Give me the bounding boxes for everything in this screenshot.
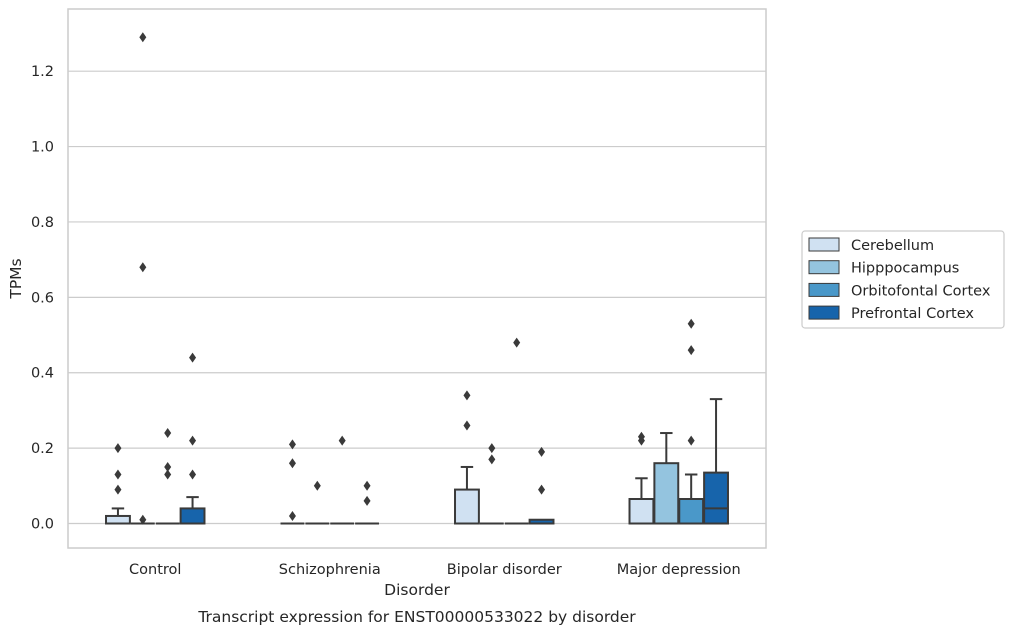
- outlier-point: [288, 458, 296, 469]
- legend-swatch: [808, 282, 840, 297]
- series-prefrontal-cortex: [179, 352, 729, 525]
- outlier-point: [363, 480, 371, 491]
- outlier-point: [139, 514, 147, 525]
- box: [479, 443, 504, 525]
- outlier-point: [687, 435, 695, 446]
- legend-label: Prefrontal Cortex: [851, 306, 974, 322]
- x-tick-label: Control: [129, 562, 181, 578]
- series-cerebellum: [105, 390, 655, 525]
- x-axis-ticks: Control Schizophrenia Bipolar disorder Majo…: [129, 562, 741, 578]
- outlier-point: [363, 495, 371, 506]
- outlier-point: [463, 420, 471, 431]
- outlier-point: [189, 469, 197, 480]
- y-axis-label: TPMs: [7, 258, 25, 299]
- legend-item: Orbitofontal Cortex: [808, 282, 991, 299]
- legend-label: Cerebellum: [851, 238, 934, 254]
- outlier-point: [139, 262, 147, 273]
- series-orbitofontal-cortex: [155, 318, 705, 525]
- plot-area: [68, 9, 766, 548]
- outlier-point: [164, 469, 172, 480]
- box: [330, 435, 355, 525]
- legend-item: Hipppocampus: [808, 260, 959, 277]
- outlier-point: [687, 318, 695, 329]
- box: [105, 443, 131, 525]
- x-axis-label: Disorder: [384, 581, 450, 599]
- outlier-point: [488, 454, 496, 465]
- box: [155, 428, 180, 525]
- box-body: [105, 514, 131, 525]
- outlier-point: [189, 435, 197, 446]
- y-tick-label: 1.2: [31, 64, 54, 80]
- legend-swatch: [808, 305, 840, 320]
- y-tick-label: 0.2: [31, 441, 54, 457]
- outlier-point: [189, 352, 197, 363]
- outlier-point: [164, 428, 172, 439]
- outlier-point: [288, 439, 296, 450]
- x-tick-label: Major depression: [617, 562, 741, 578]
- y-tick-label: 0.0: [31, 517, 54, 533]
- legend-item: Cerebellum: [808, 237, 934, 254]
- x-tick-label: Schizophrenia: [279, 562, 381, 578]
- legend-label: Hipppocampus: [851, 261, 959, 277]
- y-tick-label: 0.6: [31, 290, 54, 306]
- box: [305, 480, 330, 525]
- outlier-point: [538, 484, 546, 495]
- plot-frame: [67, 8, 767, 549]
- outlier-point: [313, 480, 321, 491]
- box: [454, 390, 480, 525]
- legend-label: Orbitofontal Cortex: [851, 283, 991, 299]
- chart-title: Transcript expression for ENST0000053302…: [197, 608, 636, 626]
- outlier-point: [139, 32, 147, 43]
- outlier-point: [114, 443, 122, 454]
- box: [179, 352, 206, 525]
- outlier-point: [687, 345, 695, 356]
- box-body: [678, 498, 705, 525]
- outlier-point: [338, 435, 346, 446]
- outlier-point: [637, 435, 645, 446]
- outlier-point: [463, 390, 471, 401]
- legend-item: Prefrontal Cortex: [808, 305, 974, 322]
- box-body: [454, 488, 480, 525]
- box: [678, 318, 705, 525]
- box-body: [179, 507, 206, 525]
- outlier-point: [488, 443, 496, 454]
- outlier-point: [114, 469, 122, 480]
- box: [504, 337, 529, 525]
- outlier-point: [288, 510, 296, 521]
- box-body: [628, 498, 655, 525]
- y-tick-label: 0.4: [31, 366, 54, 382]
- legend-swatch: [808, 237, 840, 252]
- legend-frame: [801, 230, 1005, 329]
- box: [280, 439, 305, 525]
- box: [355, 480, 379, 525]
- outlier-point: [513, 337, 521, 348]
- box-series: [105, 32, 729, 525]
- outlier-point: [164, 461, 172, 472]
- box: [703, 398, 729, 525]
- legend-swatch: [808, 260, 840, 275]
- y-tick-label: 0.8: [31, 215, 54, 231]
- outlier-point: [114, 484, 122, 495]
- outlier-point: [538, 446, 546, 457]
- box: [528, 446, 555, 525]
- series-hipppocampus: [130, 32, 680, 525]
- y-axis-ticks: 0.0 0.2 0.4 0.6 0.8 1.0 1.2: [31, 64, 54, 532]
- box: [653, 432, 680, 525]
- legend: Cerebellum Hipppocampus Orbitofontal Corte…: [801, 230, 1005, 329]
- y-tick-label: 1.0: [31, 140, 54, 156]
- box-body: [703, 471, 729, 525]
- x-tick-label: Bipolar disorder: [447, 562, 562, 578]
- box: [130, 32, 155, 525]
- box-body: [653, 462, 680, 525]
